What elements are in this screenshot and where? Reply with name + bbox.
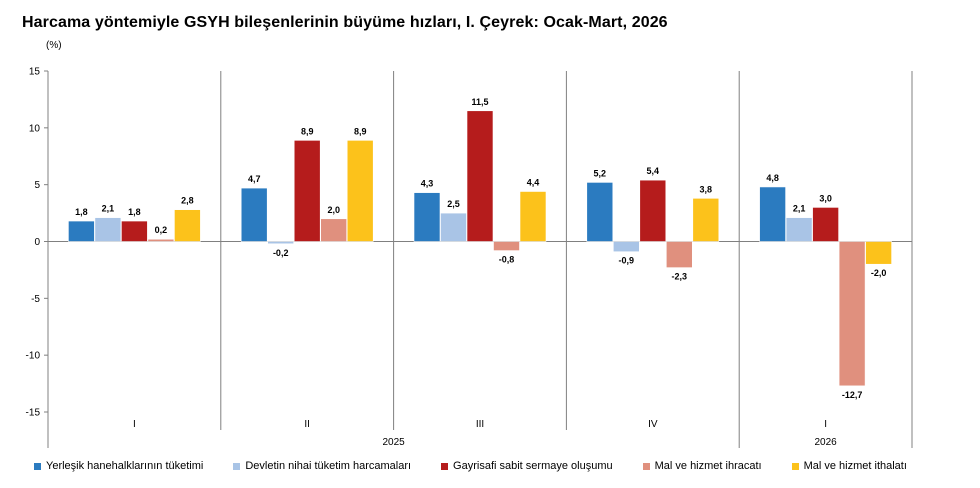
x-category-label: III bbox=[476, 419, 484, 430]
data-label: 3,8 bbox=[700, 184, 713, 194]
x-category-label: I bbox=[824, 419, 827, 430]
legend-swatch bbox=[791, 462, 799, 470]
y-tick-label: 10 bbox=[29, 123, 41, 134]
data-label: 0,2 bbox=[155, 225, 168, 235]
data-label: 1,8 bbox=[75, 207, 88, 217]
data-label: -2,3 bbox=[672, 272, 688, 282]
bar bbox=[240, 187, 268, 242]
data-label: 2,1 bbox=[793, 204, 806, 214]
bar bbox=[147, 238, 175, 242]
data-label: 4,8 bbox=[766, 173, 779, 183]
data-label: 1,8 bbox=[128, 207, 141, 217]
legend-item: Devletin nihai tüketim harcamaları bbox=[233, 460, 411, 472]
bar bbox=[68, 220, 95, 242]
y-axis-unit-label: (%) bbox=[46, 40, 62, 51]
legend-label: Mal ve hizmet ihracatı bbox=[654, 460, 762, 472]
data-label: 2,0 bbox=[327, 205, 340, 215]
data-label: 5,2 bbox=[594, 168, 607, 178]
bar bbox=[612, 241, 640, 253]
legend-label: Yerleşik hanehalklarının tüketimi bbox=[46, 460, 204, 472]
bar bbox=[586, 182, 614, 242]
bar bbox=[759, 186, 786, 242]
legend-swatch bbox=[34, 462, 41, 470]
data-label: 2,5 bbox=[447, 199, 460, 209]
data-label: -0,9 bbox=[619, 256, 635, 266]
legend-item: Mal ve hizmet ithalatı bbox=[791, 460, 907, 472]
bar bbox=[267, 241, 295, 245]
data-label: 4,3 bbox=[421, 179, 434, 189]
data-label: 11,5 bbox=[471, 97, 488, 107]
data-label: -2,0 bbox=[871, 268, 887, 278]
data-label: 8,9 bbox=[301, 126, 314, 136]
data-label: 2,8 bbox=[181, 196, 194, 206]
bar bbox=[346, 140, 374, 242]
data-label: 8,9 bbox=[354, 126, 367, 136]
x-category-label: I bbox=[133, 419, 136, 430]
legend-swatch bbox=[441, 462, 449, 470]
y-tick-label: -10 bbox=[26, 351, 41, 362]
bar bbox=[94, 217, 122, 242]
legend-label: Devletin nihai tüketim harcamaları bbox=[245, 460, 412, 472]
x-category-label: IV bbox=[648, 419, 658, 430]
y-tick-label: -5 bbox=[31, 294, 40, 305]
bar bbox=[785, 217, 813, 242]
data-label: -12,7 bbox=[842, 390, 863, 400]
bar bbox=[812, 207, 839, 242]
bar bbox=[466, 110, 494, 242]
data-label: 5,4 bbox=[647, 166, 660, 176]
x-year-label: 2026 bbox=[814, 437, 837, 448]
data-label: 4,7 bbox=[248, 174, 261, 184]
x-category-label: II bbox=[304, 419, 310, 430]
legend-swatch bbox=[642, 462, 650, 470]
bar bbox=[865, 241, 892, 265]
bar bbox=[174, 209, 201, 242]
chart-legend: Yerleşik hanehalklarının tüketimi Devleti… bbox=[34, 460, 937, 472]
legend-swatch bbox=[233, 462, 241, 470]
bar bbox=[519, 191, 547, 242]
data-label: -0,2 bbox=[273, 248, 289, 258]
data-label: 3,0 bbox=[819, 193, 832, 203]
bar bbox=[413, 192, 441, 242]
bar bbox=[665, 241, 693, 268]
legend-label: Gayrisafi sabit sermaye oluşumu bbox=[453, 460, 613, 472]
bar bbox=[320, 218, 348, 242]
legend-item: Mal ve hizmet ihracatı bbox=[642, 460, 762, 472]
y-tick-label: 0 bbox=[34, 237, 40, 248]
data-label: -0,8 bbox=[499, 255, 515, 265]
y-tick-label: 5 bbox=[34, 180, 40, 191]
bar bbox=[692, 198, 720, 242]
x-year-label: 2025 bbox=[382, 437, 405, 448]
data-label: 2,1 bbox=[102, 204, 115, 214]
y-tick-label: -15 bbox=[26, 408, 41, 419]
legend-item: Yerleşik hanehalklarının tüketimi bbox=[34, 460, 203, 472]
bar bbox=[493, 241, 520, 251]
bar bbox=[440, 212, 467, 242]
bar bbox=[121, 220, 148, 242]
y-tick-label: 15 bbox=[29, 67, 41, 78]
legend-label: Mal ve hizmet ithalatı bbox=[803, 460, 907, 472]
bar bbox=[639, 179, 667, 242]
legend-item: Gayrisafi sabit sermaye oluşumu bbox=[441, 460, 613, 472]
data-label: 4,4 bbox=[527, 177, 540, 187]
bar bbox=[838, 241, 866, 387]
chart-title: Harcama yöntemiyle GSYH bileşenlerinin b… bbox=[22, 14, 668, 31]
bar bbox=[293, 140, 321, 242]
